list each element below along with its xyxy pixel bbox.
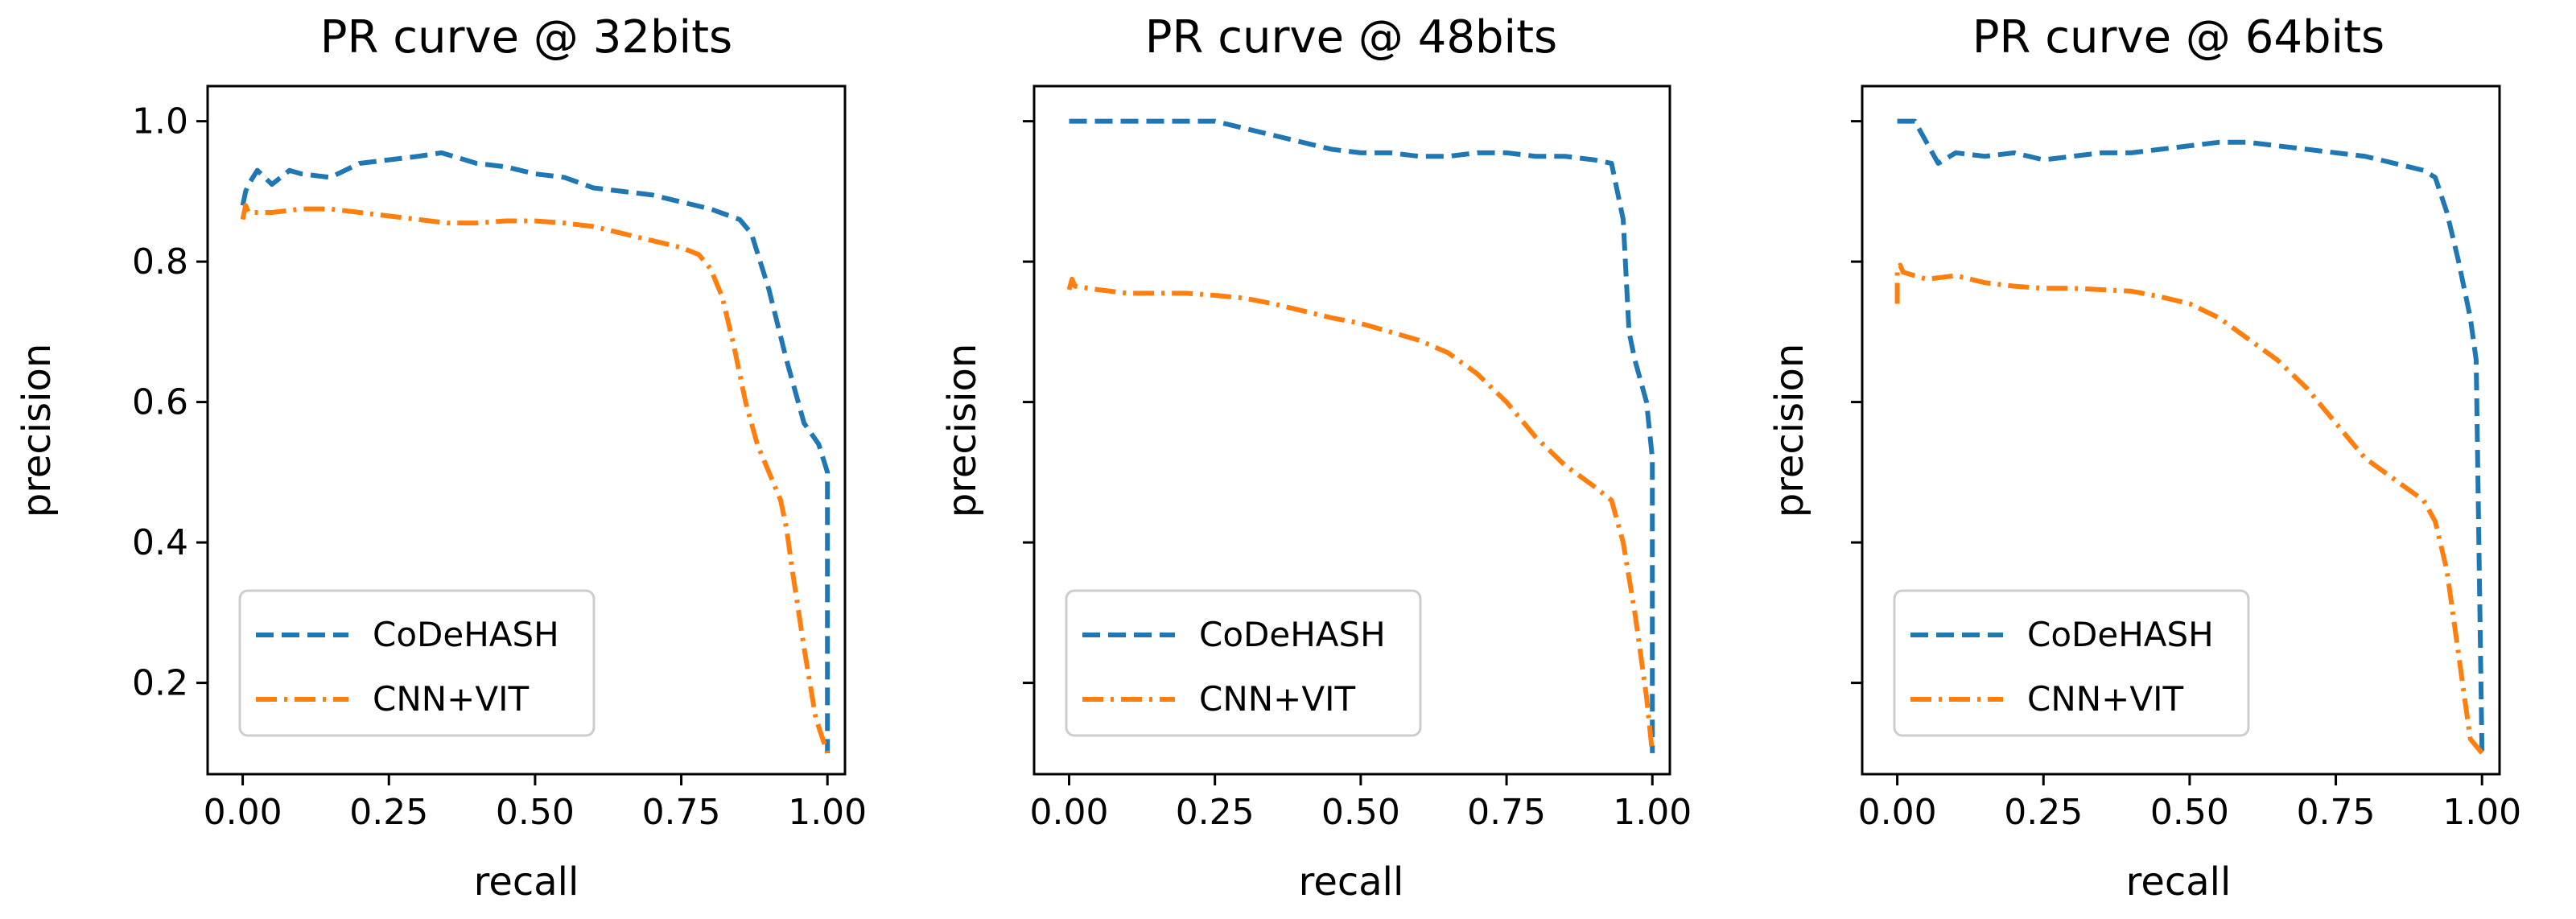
x-tick-label: 1.00: [1613, 792, 1692, 833]
legend-label: CNN+VIT: [2027, 679, 2183, 719]
legend-box: [1065, 589, 1422, 737]
y-axis-label: precision: [940, 344, 985, 518]
x-tick-label: 0.00: [204, 792, 282, 833]
chart-title: PR curve @ 64bits: [1972, 11, 2384, 64]
x-tick-label: 0.50: [1321, 792, 1400, 833]
legend: CoDeHASH CNN+VIT: [1893, 589, 2250, 737]
axes-frame: [1032, 84, 1671, 776]
y-tick-label: 0.4: [132, 522, 188, 563]
x-tick-label: 0.50: [2150, 792, 2229, 833]
series-group: [240, 150, 831, 754]
x-tick-label: 0.00: [1858, 792, 1937, 833]
chart-panel-32bits: PR curve @ 32bits 0.00 0.25 0.50 0.75 1.000.…: [14, 11, 867, 905]
chart-panel-64bits: PR curve @ 64bits 0.00 0.25 0.50 0.75 1.00 Co…: [1767, 11, 2521, 905]
legend-box: [1893, 589, 2250, 737]
legend-label: CoDeHASH: [373, 615, 559, 654]
y-tick-label: 0.2: [132, 663, 188, 704]
y-axis-label: precision: [1767, 344, 1812, 518]
plot-area: 0.00 0.25 0.50 0.75 1.00 0.2 0.4 0.6 0.8 1.0 CoDeH…: [132, 84, 867, 833]
chart-panel-48bits: PR curve @ 48bits 0.00 0.25 0.50 0.75 1.00 Co…: [940, 11, 1692, 905]
series-line-cnn-vit: [1894, 262, 2484, 755]
x-tick-label: 0.75: [2297, 792, 2376, 833]
series-line-cnn-vit: [1066, 276, 1655, 754]
x-tick-label: 0.00: [1030, 792, 1109, 833]
legend: CoDeHASH CNN+VIT: [238, 589, 596, 737]
series-line-codehash: [1069, 118, 1655, 753]
chart-title: PR curve @ 48bits: [1145, 11, 1557, 64]
x-axis-label: recall: [474, 859, 579, 905]
axes-frame: [206, 84, 847, 776]
series-group: [1894, 118, 2485, 755]
plot-area: 0.00 0.25 0.50 0.75 1.00 CoDeHASH CNN+VIT: [1023, 84, 1692, 833]
x-tick-label: 0.25: [1176, 792, 1255, 833]
series-line-cnn-vit: [240, 203, 831, 754]
x-tick-label: 0.50: [496, 792, 575, 833]
x-tick-label: 0.75: [642, 792, 721, 833]
chart-title: PR curve @ 32bits: [320, 11, 732, 64]
series-line-codehash: [1897, 118, 2485, 753]
axes-frame: [1861, 84, 2501, 776]
legend-label: CNN+VIT: [1199, 679, 1355, 719]
legend-label: CoDeHASH: [1199, 615, 1386, 654]
y-tick-label: 0.6: [132, 382, 188, 423]
y-axis-label: precision: [14, 344, 60, 518]
x-tick-label: 0.25: [2004, 792, 2083, 833]
legend: CoDeHASH CNN+VIT: [1065, 589, 1422, 737]
x-tick-label: 1.00: [2442, 792, 2521, 833]
legend-label: CNN+VIT: [373, 679, 529, 719]
x-axis-label: recall: [2126, 859, 2232, 905]
series-line-codehash: [240, 150, 831, 753]
y-tick-label: 1.0: [132, 101, 188, 142]
plot-area: 0.00 0.25 0.50 0.75 1.00 CoDeHASH CNN+VIT: [1851, 84, 2521, 833]
legend-box: [238, 589, 596, 737]
series-group: [1066, 118, 1655, 754]
x-axis-label: recall: [1299, 859, 1404, 905]
legend-label: CoDeHASH: [2027, 615, 2214, 654]
y-tick-label: 0.8: [132, 241, 188, 282]
x-tick-label: 0.75: [1467, 792, 1546, 833]
x-tick-label: 0.25: [349, 792, 428, 833]
x-tick-label: 1.00: [788, 792, 867, 833]
